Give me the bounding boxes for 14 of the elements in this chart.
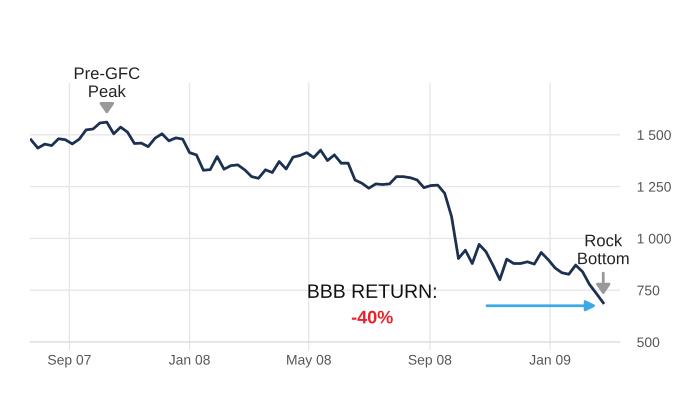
annotation: Rock Bottom [578, 234, 629, 264]
x-tick-label: May 08 [287, 354, 331, 368]
x-tick-label: Jan 09 [529, 354, 570, 365]
y-tick-label: 1 000 [638, 234, 671, 244]
annotation: Pre-GFC Peak [74, 67, 140, 98]
y-tick-label: 750 [637, 286, 660, 296]
annotation: -40% [352, 310, 393, 324]
x-tick-label: Sep 08 [408, 354, 452, 368]
x-tick-label: Jan 08 [168, 354, 210, 365]
y-tick-label: 1 500 [638, 130, 671, 140]
x-tick-label: Sep 07 [48, 354, 91, 368]
y-tick-label: 1 250 [638, 182, 671, 192]
annotation: BBB RETURN: [308, 284, 436, 298]
y-tick-label: 500 [637, 337, 660, 348]
